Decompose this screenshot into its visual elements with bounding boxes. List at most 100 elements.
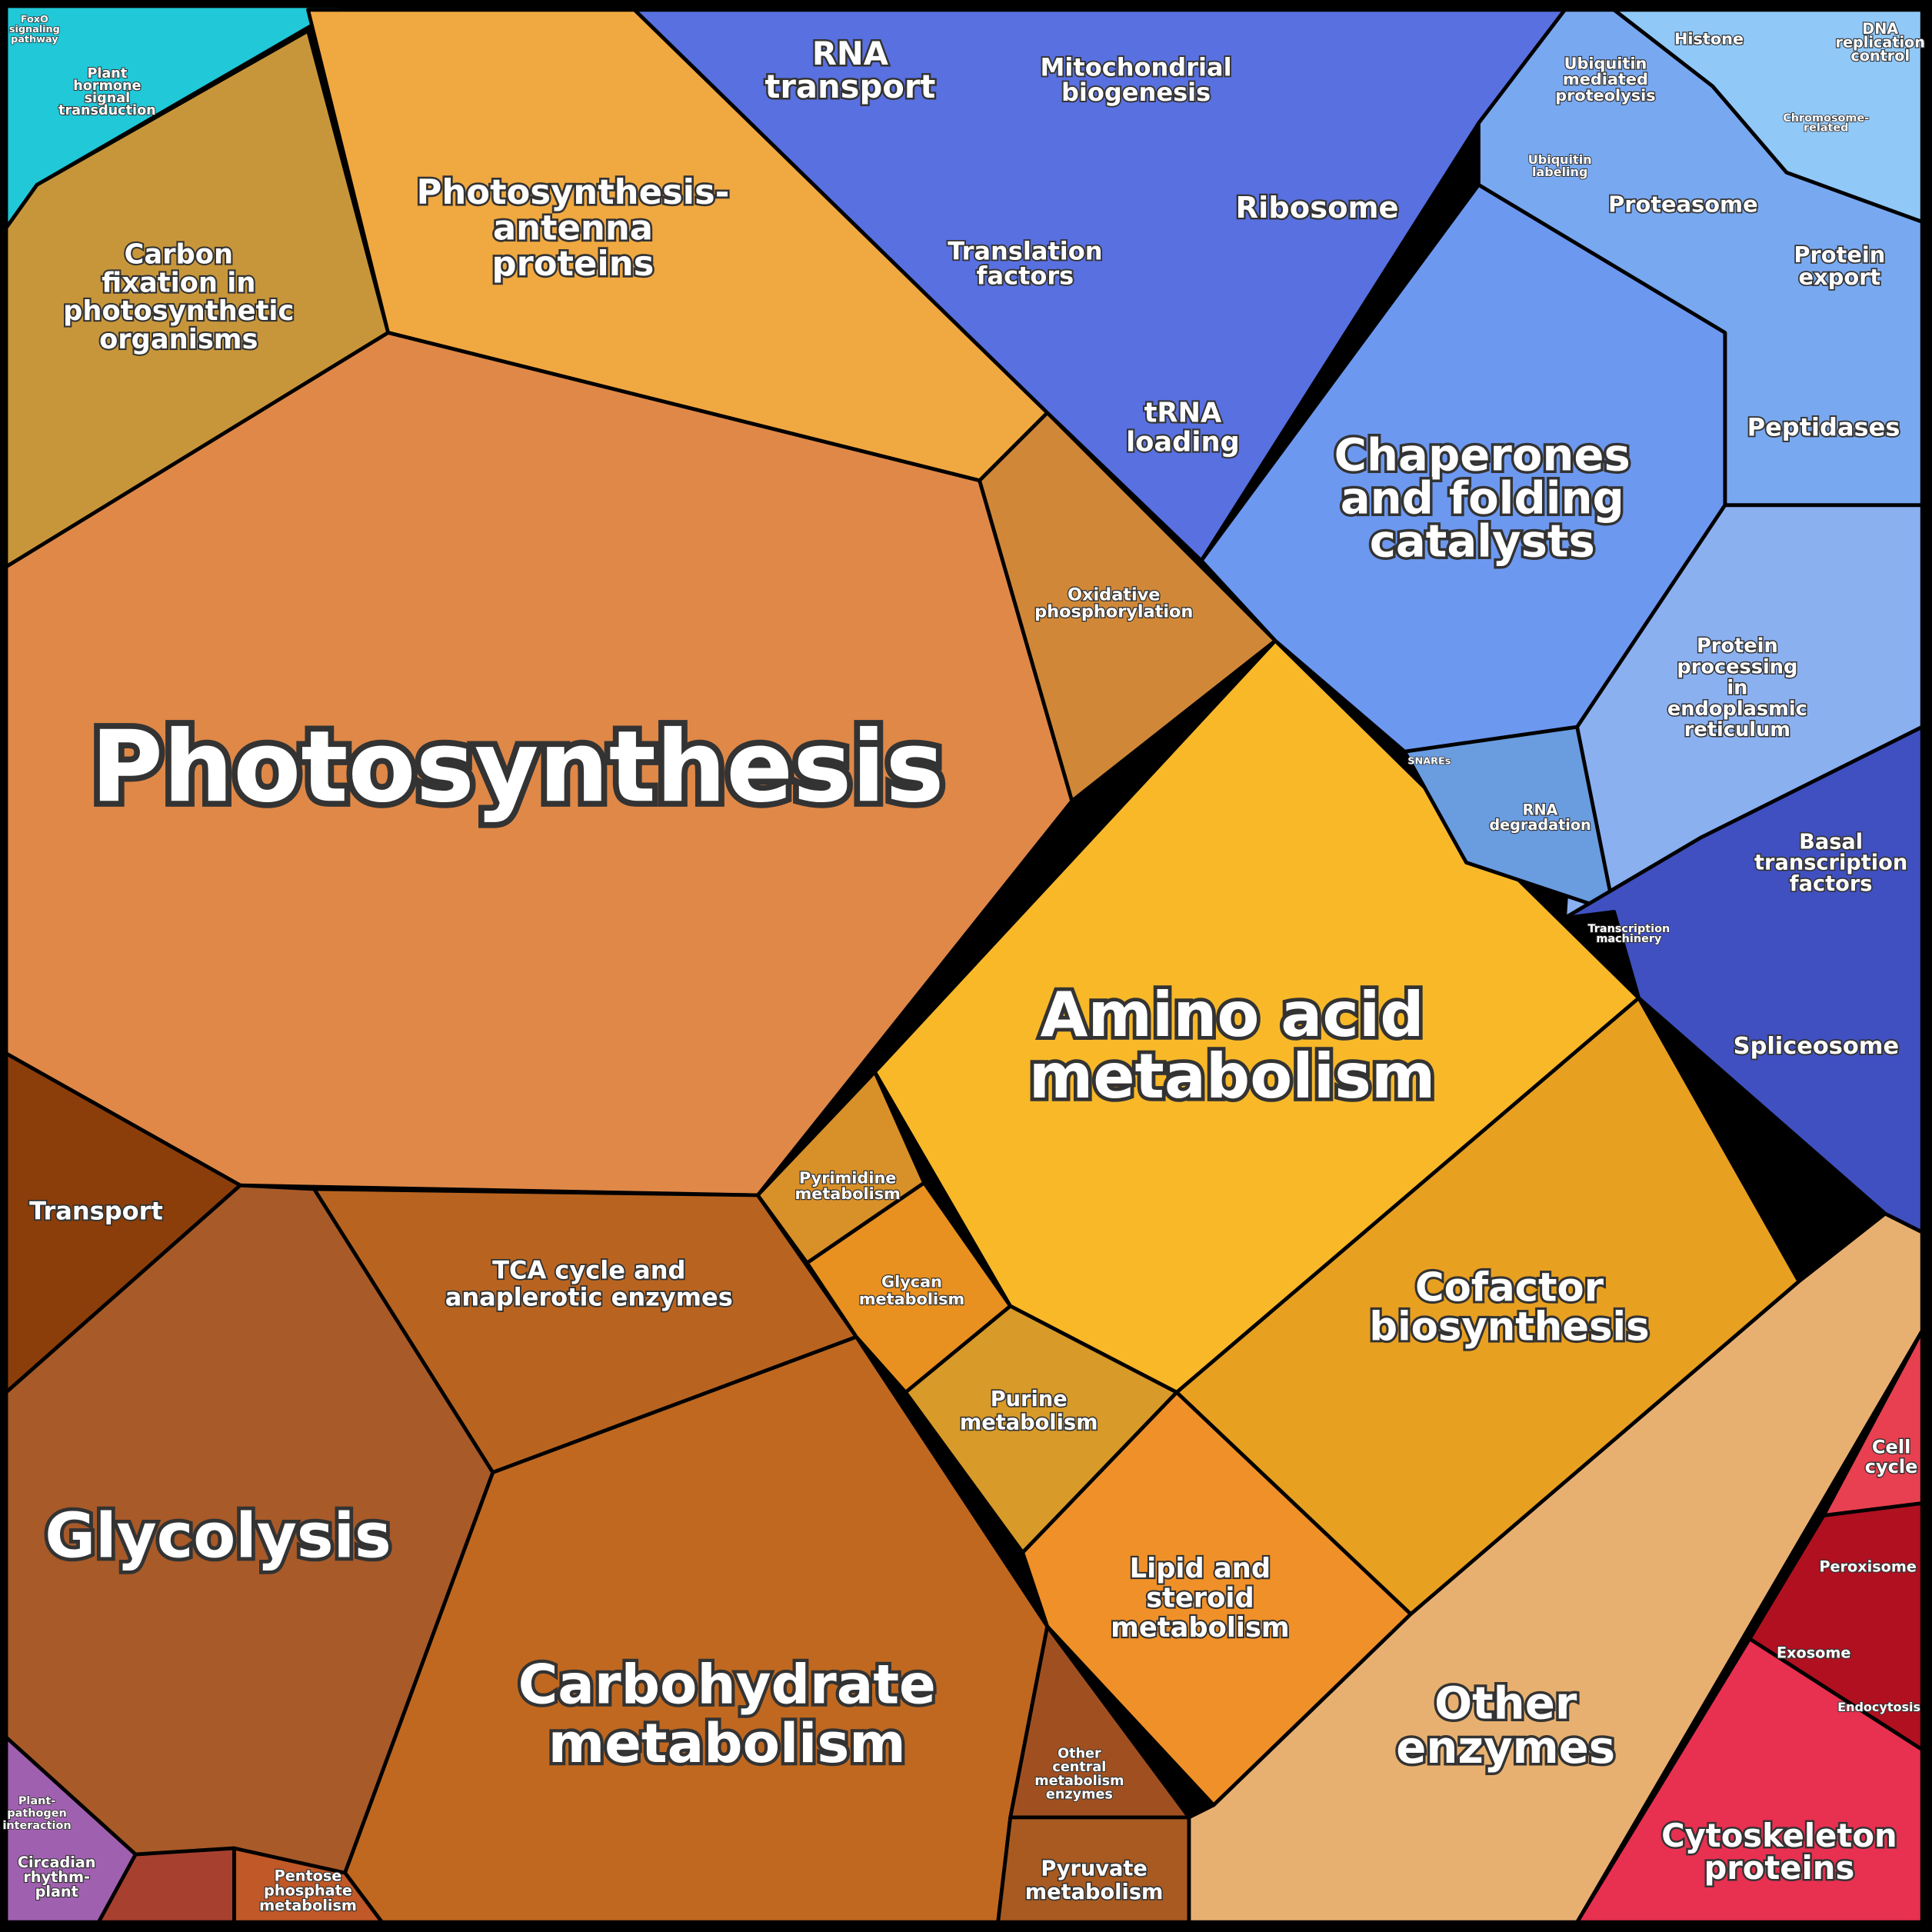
region-label: metabolism <box>859 1290 964 1308</box>
region-label: metabolism <box>960 1411 1098 1435</box>
region-label: plant <box>35 1883 78 1900</box>
region-label: RNA <box>1523 801 1558 819</box>
region-label: tRNA <box>1144 397 1222 428</box>
region-label: Chromosome- <box>1783 112 1869 125</box>
region-label: Cofactor <box>1415 1264 1604 1311</box>
region-label: fixation in <box>102 267 255 298</box>
region-label: photosynthetic <box>63 295 294 327</box>
region-label: phosphate <box>264 1882 352 1900</box>
region-label: Transport <box>29 1196 163 1225</box>
cell <box>1563 724 1924 1234</box>
region-label: Plant <box>87 66 127 82</box>
region-label: in <box>1727 677 1747 700</box>
region-label: Transcription <box>1588 923 1671 935</box>
cell <box>632 8 1567 563</box>
region-label: Histone <box>1674 29 1744 48</box>
region-label: Circadian <box>18 1854 96 1871</box>
region-label: Pentose <box>275 1867 342 1884</box>
region-label: DNA <box>1862 20 1898 38</box>
cell <box>4 28 391 569</box>
region-label: endoplasmic <box>1667 698 1807 721</box>
cell <box>1187 1211 1924 1924</box>
region-label: mediated <box>1563 70 1648 88</box>
region-label: antenna <box>493 208 653 248</box>
region-label: related <box>1804 122 1849 135</box>
region-label: Purine <box>991 1387 1068 1411</box>
region-label: RNA <box>812 35 889 72</box>
region-label: hormone <box>73 78 141 94</box>
region-label: Protein <box>1697 635 1778 658</box>
region-label: catalysts <box>1370 515 1595 568</box>
region-label: Plant- <box>18 1795 55 1807</box>
region-label: Lipid and <box>1130 1553 1271 1584</box>
region-label: interaction <box>2 1820 71 1832</box>
region-label: Glycolysis <box>45 1501 391 1572</box>
region-label: proteolysis <box>1555 86 1655 105</box>
region-label: loading <box>1126 427 1240 458</box>
region-label: Endocytosis <box>1837 1700 1920 1714</box>
region-label: Pyruvate <box>1041 1857 1148 1881</box>
region-label: Cytoskeleton <box>1661 1817 1897 1854</box>
region-label: pathogen <box>7 1807 66 1820</box>
region-label: Other <box>1434 1677 1577 1729</box>
region-label: machinery <box>1596 933 1662 945</box>
region-label: replication <box>1835 34 1924 52</box>
region-label: Other <box>1058 1747 1101 1762</box>
region-label: Ubiquitin <box>1564 54 1647 72</box>
region-label: Translation <box>948 236 1102 265</box>
region-label: Proteasome <box>1608 192 1757 218</box>
region-label: Oxidative <box>1068 585 1161 605</box>
region-label: degradation <box>1489 816 1591 834</box>
region-label: Pyrimidine <box>799 1168 896 1187</box>
region-label: biogenesis <box>1061 78 1211 107</box>
region-label: Cell <box>1872 1436 1910 1457</box>
region-label: proteins <box>1704 1849 1854 1887</box>
region-label: Mitochondrial <box>1041 53 1232 82</box>
region-label: phosphorylation <box>1034 602 1193 622</box>
cell <box>1575 1637 1924 1924</box>
region-label: SNAREs <box>1407 756 1451 768</box>
cell <box>4 1735 138 1924</box>
region-label: FoxO <box>21 14 48 25</box>
region-label: Ubiquitin <box>1528 152 1592 167</box>
region-label: metabolism <box>1111 1612 1290 1644</box>
region-label: Spliceosome <box>1734 1033 1899 1060</box>
region-label: signaling <box>9 24 60 35</box>
region-label: Protein <box>1794 242 1885 268</box>
region-label: steroid <box>1146 1582 1254 1614</box>
region-label: factors <box>1790 872 1873 896</box>
region-label: proteins <box>492 243 655 284</box>
region-label: pathway <box>11 34 58 45</box>
region-label: Photosynthesis- <box>417 172 730 212</box>
region-label: reticulum <box>1684 718 1790 741</box>
region-label: Carbon <box>125 238 234 270</box>
region-label: Photosynthesis <box>91 710 944 824</box>
region-label: enzymes <box>1396 1721 1615 1774</box>
region-label: biosynthesis <box>1369 1304 1649 1351</box>
region-label: Carbohydrate <box>518 1653 936 1716</box>
region-label: cycle <box>1865 1456 1918 1477</box>
region-label: rhythm- <box>23 1868 90 1886</box>
region-label: Amino acid <box>1040 979 1424 1051</box>
region-label: Chaperones <box>1334 429 1631 481</box>
region-label: Exosome <box>1777 1644 1850 1661</box>
region-label: metabolism <box>1025 1880 1164 1904</box>
region-label: Glycan <box>881 1273 942 1291</box>
regions <box>4 4 1924 1924</box>
region-label: factors <box>977 261 1074 290</box>
region-label: Ribosome <box>1236 191 1399 225</box>
region-label: metabolism <box>1029 1041 1436 1112</box>
region-label: anaplerotic enzymes <box>445 1283 733 1312</box>
region-label: central <box>1052 1760 1106 1775</box>
region-label: labeling <box>1532 165 1587 179</box>
region-label: metabolism <box>259 1897 357 1914</box>
region-label: TCA cycle and <box>492 1255 685 1284</box>
region-label: export <box>1799 264 1881 290</box>
region-label: control <box>1850 47 1910 65</box>
region-label: metabolism <box>548 1712 906 1775</box>
region-label: metabolism <box>795 1184 901 1203</box>
region-label: signal <box>85 91 131 106</box>
region-label: transduction <box>58 103 156 118</box>
region-label: processing <box>1677 655 1797 678</box>
